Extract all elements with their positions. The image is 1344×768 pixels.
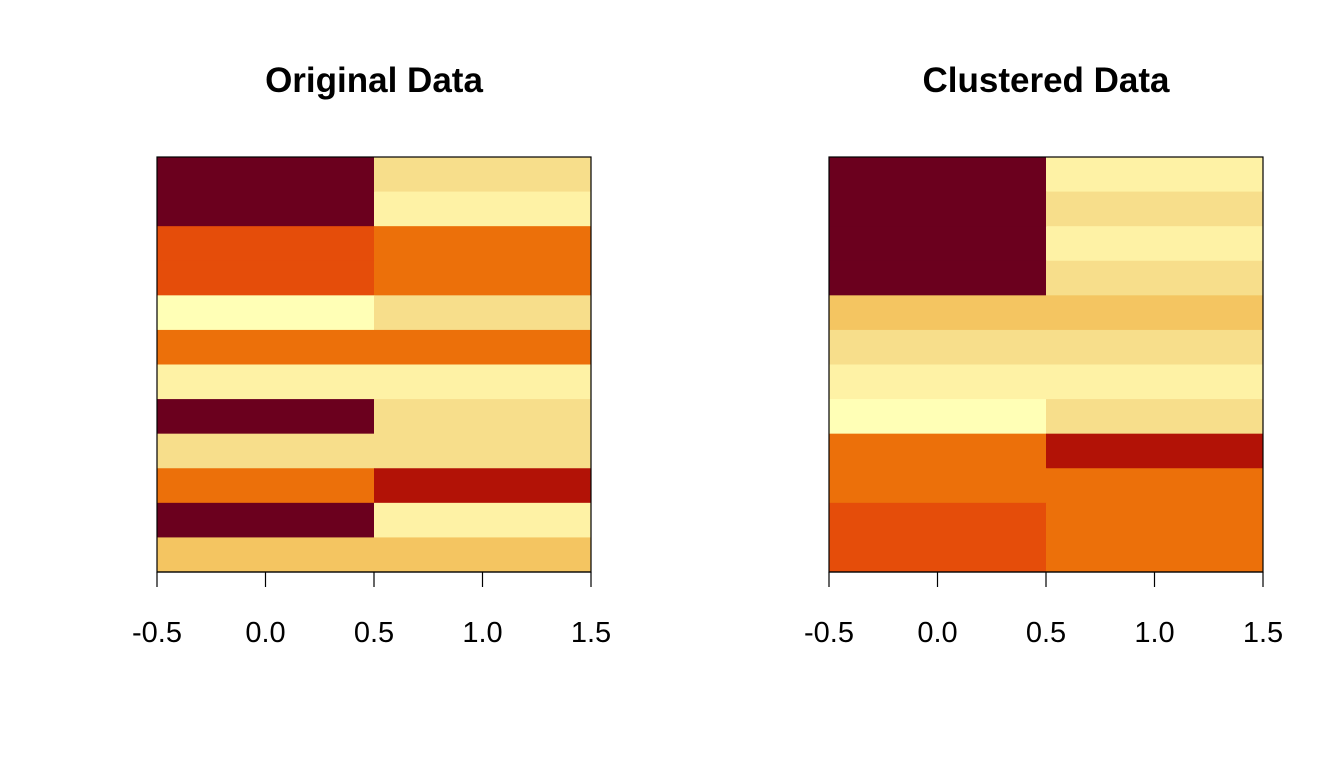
x-tick-label-clustered-4: 1.5 (1243, 617, 1283, 649)
heatmap-cell-original-r0-c1 (374, 157, 592, 192)
x-axis-ticks-original: -0.5 0.0 0.5 1.0 1.5 (132, 572, 611, 649)
heatmap-cell-original-r3-c0 (157, 260, 375, 296)
heatmap-cell-clustered-r4-c1 (1046, 295, 1264, 331)
heatmap-cell-clustered-r10-c1 (1046, 502, 1264, 538)
x-tick-label-clustered-2: 0.5 (1026, 617, 1066, 649)
x-tick-label-original-2: 0.5 (354, 617, 394, 649)
x-tick-label-original-0: -0.5 (132, 617, 182, 649)
heatmap-cell-original-r1-c1 (374, 191, 592, 227)
heatmap-cell-original-r8-c0 (157, 433, 375, 469)
heatmap-cell-clustered-r0-c1 (1046, 157, 1264, 192)
heatmap-cell-original-r7-c0 (157, 399, 375, 435)
heatmap-cell-original-r11-c1 (374, 537, 592, 573)
heatmap-cell-clustered-r9-c0 (829, 468, 1047, 504)
heatmap-cell-clustered-r11-c1 (1046, 537, 1264, 573)
x-tick-label-original-1: 0.0 (245, 617, 285, 649)
x-tick-label-clustered-0: -0.5 (804, 617, 854, 649)
x-tick-label-clustered-3: 1.0 (1134, 617, 1174, 649)
heatmap-cell-clustered-r4-c0 (829, 295, 1047, 331)
heatmap-cell-clustered-r10-c0 (829, 502, 1047, 538)
heatmap-cell-original-r7-c1 (374, 399, 592, 435)
heatmap-cell-clustered-r6-c0 (829, 364, 1047, 400)
heatmap-cell-original-r5-c1 (374, 329, 592, 365)
heatmap-cell-original-r9-c0 (157, 468, 375, 504)
x-tick-label-clustered-1: 0.0 (917, 617, 957, 649)
heatmap-cell-clustered-r2-c1 (1046, 226, 1264, 262)
heatmap-cell-clustered-r3-c1 (1046, 260, 1264, 296)
heatmap-cell-clustered-r3-c0 (829, 260, 1047, 296)
heatmap-cell-clustered-r1-c0 (829, 191, 1047, 227)
heatmap-cell-original-r0-c0 (157, 157, 375, 192)
heatmap-cell-original-r4-c1 (374, 295, 592, 331)
heatmap-cell-original-r4-c0 (157, 295, 375, 331)
heatmap-cell-original-r10-c1 (374, 502, 592, 538)
heatmap-cell-original-r8-c1 (374, 433, 592, 469)
heatmap-cell-original-r6-c1 (374, 364, 592, 400)
heatmap-cell-clustered-r11-c0 (829, 537, 1047, 573)
heatmap-cell-clustered-r7-c0 (829, 399, 1047, 435)
heatmap-cell-original-r10-c0 (157, 502, 375, 538)
heatmap-cell-clustered-r5-c1 (1046, 329, 1264, 365)
heatmap-cell-clustered-r6-c1 (1046, 364, 1264, 400)
heatmap-cell-clustered-r0-c0 (829, 157, 1047, 192)
x-tick-label-original-4: 1.5 (571, 617, 611, 649)
x-tick-label-original-3: 1.0 (462, 617, 502, 649)
heatmap-cell-clustered-r8-c0 (829, 433, 1047, 469)
heatmap-cell-original-r2-c0 (157, 226, 375, 262)
heatmap-cells-clustered (829, 157, 1264, 573)
heatmap-cell-original-r3-c1 (374, 260, 592, 296)
heatmap-cell-original-r11-c0 (157, 537, 375, 573)
heatmap-cell-clustered-r5-c0 (829, 329, 1047, 365)
chart-title-original: Original Data (265, 61, 483, 100)
heatmap-cells-original (157, 157, 592, 573)
heatmap-cell-original-r6-c0 (157, 364, 375, 400)
heatmap-panel-clustered: Clustered Data -0.5 0.0 0.5 1.0 1.5 (804, 61, 1283, 649)
heatmap-cell-original-r9-c1 (374, 468, 592, 504)
heatmap-panel-original: Original Data -0.5 0.0 0.5 1.0 1.5 (132, 61, 611, 649)
heatmap-cell-clustered-r9-c1 (1046, 468, 1264, 504)
heatmap-cell-original-r1-c0 (157, 191, 375, 227)
heatmap-cell-original-r2-c1 (374, 226, 592, 262)
chart-title-clustered: Clustered Data (922, 61, 1170, 100)
heatmap-cell-clustered-r7-c1 (1046, 399, 1264, 435)
heatmap-cell-clustered-r2-c0 (829, 226, 1047, 262)
heatmap-cell-original-r5-c0 (157, 329, 375, 365)
x-axis-ticks-clustered: -0.5 0.0 0.5 1.0 1.5 (804, 572, 1283, 649)
heatmap-cell-clustered-r8-c1 (1046, 433, 1264, 469)
heatmap-cell-clustered-r1-c1 (1046, 191, 1264, 227)
